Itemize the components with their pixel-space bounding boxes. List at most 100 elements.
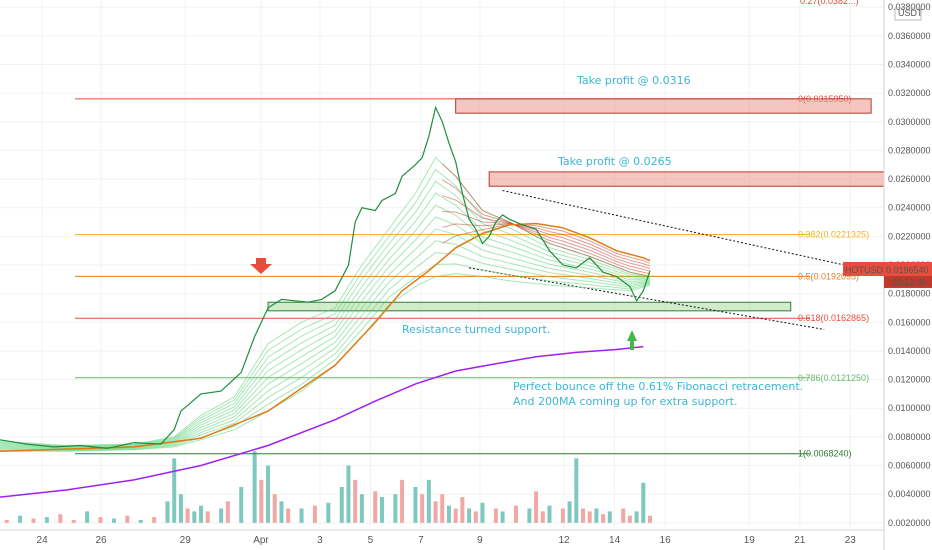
ma100-line [0, 222, 651, 452]
volume-bar [580, 508, 585, 523]
volume-bar [299, 508, 304, 523]
x-tick-label: 12 [559, 535, 571, 546]
volume-bar [473, 511, 478, 523]
ema-ribbon-line [0, 204, 651, 449]
price-tag-value: 0.0196540 [886, 265, 929, 275]
volume-bar [440, 494, 445, 523]
volume-bar [205, 511, 210, 523]
fibonacci-levels: 0(0.0315950)0.382(0.0221325)0.5(0.019209… [75, 0, 869, 459]
y-tick-label: 0.0380000 [888, 2, 931, 12]
y-tick-label: 0.0300000 [888, 117, 931, 127]
volume-bar [312, 505, 317, 523]
volume-bar [266, 465, 271, 523]
volume-bar [252, 451, 257, 523]
fib-label: 0.382(0.0221325) [798, 229, 869, 239]
y-tick-label: 0.0260000 [888, 174, 931, 184]
take-profit-zone-2 [488, 171, 906, 187]
volume-bar [272, 494, 277, 523]
volume-bar [185, 508, 190, 523]
ema-ribbon-line [0, 168, 651, 447]
volume-bar [219, 508, 224, 523]
ema-ribbon-red-line [441, 163, 651, 277]
ema-ribbon-line [0, 216, 651, 449]
fib-top-partial-label: 0.27(0.0382...) [800, 0, 859, 6]
take-profit-zone-1 [455, 98, 872, 114]
annotation-text: Take profit @ 0.0265 [557, 155, 672, 168]
down-arrow-icon [250, 258, 272, 274]
annotation-text: Perfect bounce off the 0.61% Fibonacci r… [513, 380, 803, 393]
channel-upper-line [502, 190, 845, 266]
ema-ribbon-red-line [442, 211, 651, 270]
ema-ribbon-red-line [442, 179, 651, 275]
volume-bar [420, 494, 425, 523]
y-tick-label: 0.0020000 [888, 518, 931, 528]
y-tick-label: 0.0280000 [888, 145, 931, 155]
price-tag-value-box [884, 261, 932, 276]
volume-bars [4, 451, 652, 523]
volume-bar [85, 511, 90, 523]
volume-bar [4, 519, 9, 523]
ema-ribbon-red-line [442, 223, 651, 267]
ema-ribbon-line [0, 273, 651, 452]
volume-bar [111, 518, 116, 523]
x-tick-label: 16 [660, 535, 672, 546]
volume-bar [446, 505, 451, 523]
volume-bar [98, 517, 103, 523]
volume-bar [172, 458, 177, 523]
volume-bar [567, 501, 572, 523]
x-tick-label: 14 [609, 535, 621, 546]
fib-label: 0.618(0.0162865) [798, 313, 869, 323]
series-lines [0, 105, 651, 498]
volume-bar [527, 508, 532, 523]
ema-ribbon-line [0, 263, 651, 452]
volume-bar [433, 501, 438, 523]
volume-bar [125, 515, 130, 523]
volume-bar [71, 519, 76, 523]
volume-bar [426, 479, 431, 523]
volume-bar [18, 515, 23, 523]
volume-bar [192, 511, 197, 523]
volume-bar [500, 511, 505, 523]
price-tag-symbol-box [843, 261, 884, 276]
y-tick-label: 0.0160000 [888, 317, 931, 327]
volume-bar [165, 501, 170, 523]
grid [0, 0, 884, 530]
volume-bar [574, 458, 579, 523]
annotation-text: And 200MA coming up for extra support. [513, 395, 737, 408]
y-tick-label: 0.0140000 [888, 346, 931, 356]
x-tick-label: 26 [95, 535, 107, 546]
y-tick-label: 0.0120000 [888, 375, 931, 385]
volume-bar [326, 502, 331, 523]
volume-bar [379, 497, 384, 523]
y-tick-label: 0.0080000 [888, 432, 931, 442]
volume-bar [621, 508, 626, 523]
ema-ribbon-line [0, 228, 651, 450]
up-arrow-icon [627, 330, 637, 350]
volume-bar [513, 505, 518, 523]
volume-bar [648, 515, 652, 523]
volume-bar [493, 508, 498, 523]
volume-bar [627, 515, 632, 523]
volume-bar [393, 494, 398, 523]
volume-bar [400, 479, 405, 523]
ma200-line [0, 345, 644, 498]
support-zone [267, 301, 792, 312]
fib-label: 0.5(0.0192095) [798, 271, 859, 281]
volume-bar [178, 494, 183, 523]
y-tick-label: 0.0180000 [888, 289, 931, 299]
currency-box [894, 7, 922, 21]
volume-bar [413, 487, 418, 523]
ema-ribbon-line [0, 180, 651, 448]
ema-ribbon-line [0, 192, 651, 448]
volume-bar [641, 482, 646, 523]
x-tick-label: 9 [477, 535, 483, 546]
y-tick-label: 0.0320000 [888, 88, 931, 98]
x-tick-label: 29 [180, 535, 192, 546]
x-tick-label: 24 [37, 535, 49, 546]
y-tick-label: 0.0040000 [888, 489, 931, 499]
volume-bar [467, 508, 472, 523]
volume-bar [480, 502, 485, 523]
